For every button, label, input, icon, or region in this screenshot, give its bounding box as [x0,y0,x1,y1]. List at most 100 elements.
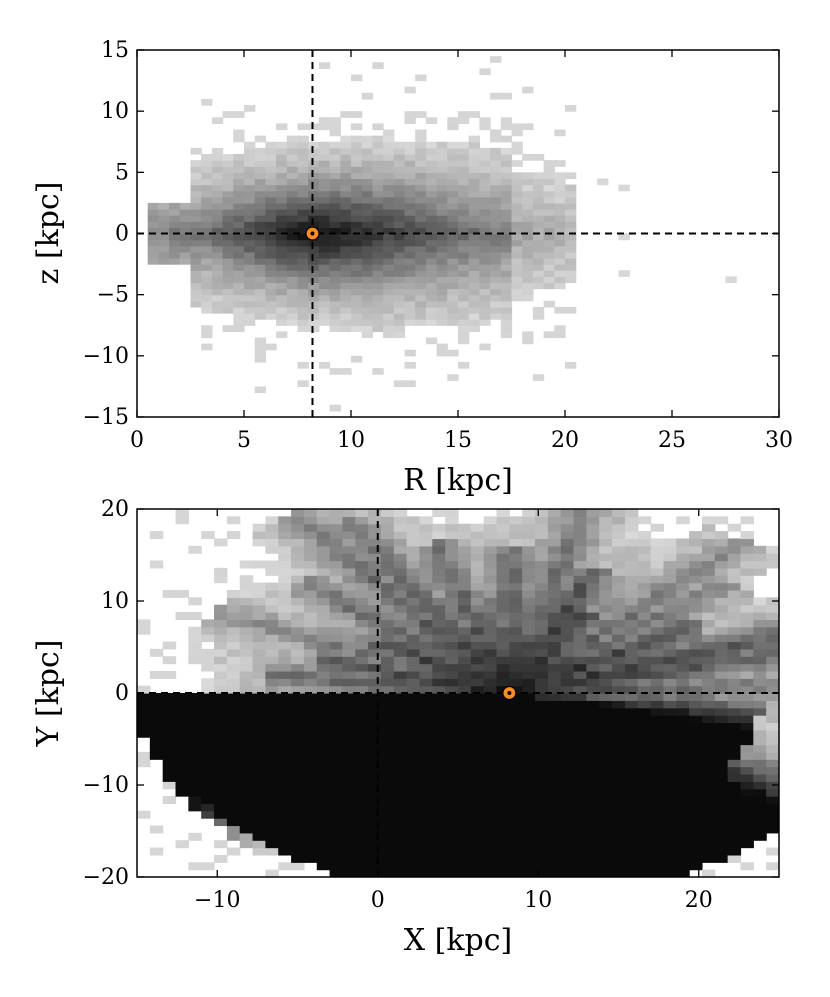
x-tick-label: 5 [237,428,251,453]
density-cell [147,202,159,210]
density-cell [226,737,241,746]
density-cell [265,221,277,228]
density-cell [361,245,373,253]
density-cell [573,567,587,576]
density-cell [342,560,356,569]
density-cell [419,869,433,877]
density-cell [624,648,639,657]
density-cell [689,781,703,790]
density-cell [404,313,416,320]
density-cell [278,715,292,724]
density-cell [201,264,213,271]
density-cell [286,172,299,180]
density-cell [340,251,352,259]
density-cell [637,825,652,834]
density-cell [201,282,213,290]
density-cell [565,276,577,284]
density-cell [727,796,742,804]
density-cell [753,567,767,576]
density-cell [149,531,164,540]
density-cell [586,670,600,679]
x-axis-label: R [kpc] [403,463,513,498]
density-cell [380,670,395,679]
density-cell [278,796,292,804]
density-cell [308,300,320,308]
density-cell [689,722,703,731]
density-cell [766,634,779,643]
density-cell [383,313,395,320]
density-cell [297,276,309,284]
density-cell [190,276,202,284]
density-cell [496,818,510,827]
density-cell [318,233,331,241]
density-cell [468,319,480,326]
density-cell [233,282,245,290]
density-cell [393,282,406,290]
density-cell [701,553,716,562]
density-cell [380,862,395,871]
density-cell [573,862,587,871]
density-cell [380,840,395,849]
density-cell [303,700,318,709]
density-cell [436,257,448,265]
density-cell [308,257,320,265]
density-cell [297,257,309,265]
density-cell [727,773,742,782]
density-cell [239,634,254,643]
density-cell [470,582,485,591]
density-cell [316,678,331,687]
density-cell [252,612,266,620]
density-cell [233,257,245,265]
density-cell [663,619,677,628]
density-cell [329,788,344,797]
density-cell [676,818,690,827]
density-cell [265,604,279,613]
density-cell [244,166,256,173]
density-cell [340,300,352,308]
density-cell [372,184,384,192]
density-cell [458,545,472,554]
density-cell [766,825,779,834]
density-cell [447,349,459,357]
density-cell [714,634,729,643]
density-cell [701,788,716,797]
density-cell [265,190,277,198]
density-cell [624,847,639,856]
density-cell [650,751,665,760]
density-cell [316,531,331,540]
density-cell [445,759,459,768]
density-cell [740,693,754,701]
density-cell [714,847,729,856]
density-cell [509,854,523,863]
density-cell [554,215,566,222]
density-cell [190,209,202,216]
density-cell [624,722,639,731]
density-cell [222,276,234,284]
density-cell [547,523,562,532]
density-cell [291,722,305,731]
density-cell [560,619,575,628]
density-cell [316,832,331,841]
density-cell [368,862,382,871]
density-cell [483,693,498,701]
density-cell [522,545,536,554]
density-cell [214,567,228,576]
density-cell [425,147,438,155]
density-cell [483,663,498,672]
density-cell [436,282,448,290]
density-cell [554,264,566,271]
density-cell [676,567,690,576]
density-cell [490,92,502,100]
density-cell [222,227,234,235]
density-cell [351,147,363,155]
density-cell [254,153,266,161]
density-cell [190,196,202,204]
density-cell [532,245,545,253]
density-cell [355,832,369,841]
density-cell [458,766,472,775]
density-cell [766,604,779,613]
density-cell [650,810,665,819]
density-cell [490,147,502,155]
density-cell [415,190,427,198]
density-cell [490,196,502,204]
